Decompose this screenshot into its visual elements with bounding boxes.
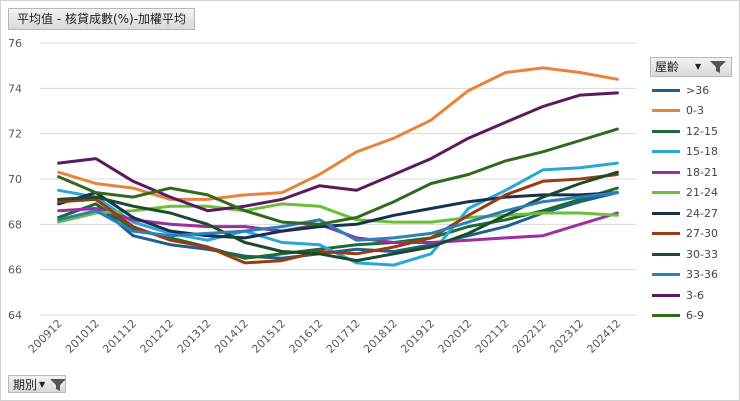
series-line-24-27[interactable] bbox=[57, 191, 619, 240]
legend-item[interactable]: 3-6 bbox=[652, 285, 718, 306]
x-tick-label: 202012 bbox=[436, 317, 475, 356]
legend-label: 33-36 bbox=[686, 268, 718, 282]
x-tick-label: 201812 bbox=[361, 317, 400, 356]
legend-item[interactable]: 15-18 bbox=[652, 142, 718, 163]
chevron-down-icon[interactable]: ▼ bbox=[695, 62, 702, 71]
x-tick-label: 200912 bbox=[26, 317, 65, 356]
legend-label: 15-18 bbox=[686, 145, 718, 159]
y-tick-label: 76 bbox=[8, 37, 22, 50]
legend-item[interactable]: 24-27 bbox=[652, 203, 718, 224]
legend: >36 0-3 12-15 15-18 18-21 21-24 24-27 27-30 30-3… bbox=[652, 80, 718, 326]
x-tick-label: 201312 bbox=[175, 317, 214, 356]
filter-icon[interactable] bbox=[709, 60, 727, 74]
legend-label: 0-3 bbox=[686, 104, 704, 118]
legend-label: 18-21 bbox=[686, 165, 718, 179]
y-tick-label: 68 bbox=[8, 218, 22, 231]
legend-swatch bbox=[652, 170, 680, 174]
legend-item[interactable]: 27-30 bbox=[652, 224, 718, 245]
y-axis: 76 74 72 70 68 66 64 bbox=[8, 37, 22, 322]
legend-item[interactable]: 30-33 bbox=[652, 244, 718, 265]
legend-item[interactable]: >36 bbox=[652, 80, 718, 101]
legend-label: 30-33 bbox=[686, 247, 718, 261]
legend-swatch bbox=[652, 150, 680, 154]
x-tick-label: 201412 bbox=[212, 317, 251, 356]
legend-item[interactable]: 12-15 bbox=[652, 121, 718, 142]
filter-icon[interactable] bbox=[49, 378, 67, 392]
legend-title: 屋齡 bbox=[655, 60, 680, 74]
x-tick-label: 201112 bbox=[100, 317, 139, 356]
legend-label: 12-15 bbox=[686, 124, 718, 138]
series-line-3-6[interactable] bbox=[57, 91, 619, 213]
legend-swatch bbox=[652, 109, 680, 113]
legend-swatch bbox=[652, 252, 680, 256]
x-tick-label: 202112 bbox=[473, 317, 512, 356]
x-tick-label: 201712 bbox=[324, 317, 363, 356]
series-lines bbox=[57, 66, 619, 267]
legend-label: 3-6 bbox=[686, 288, 704, 302]
legend-swatch bbox=[652, 314, 680, 318]
legend-item[interactable]: 18-21 bbox=[652, 162, 718, 183]
legend-field-button[interactable]: 屋齡 ▼ bbox=[650, 57, 732, 77]
x-tick-label: 202212 bbox=[510, 317, 549, 356]
legend-swatch bbox=[652, 273, 680, 277]
legend-label: 21-24 bbox=[686, 186, 718, 200]
chevron-down-icon[interactable]: ▼ bbox=[39, 380, 46, 389]
legend-item[interactable]: 0-3 bbox=[652, 101, 718, 122]
x-tick-label: 202312 bbox=[547, 317, 586, 356]
legend-swatch bbox=[652, 232, 680, 236]
x-tick-label: 201012 bbox=[63, 317, 102, 356]
legend-item[interactable]: 21-24 bbox=[652, 183, 718, 204]
series-line-6-9[interactable] bbox=[57, 127, 619, 226]
legend-swatch bbox=[652, 191, 680, 195]
y-tick-label: 66 bbox=[8, 264, 22, 277]
legend-item[interactable]: 33-36 bbox=[652, 265, 718, 286]
legend-swatch bbox=[652, 293, 680, 297]
y-tick-label: 70 bbox=[8, 173, 22, 186]
x-tick-label: 201512 bbox=[249, 317, 288, 356]
period-field-button[interactable]: 期別 ▼ bbox=[8, 375, 66, 393]
x-axis: 2009122010122011122012122013122014122015… bbox=[26, 317, 624, 356]
legend-label: >36 bbox=[686, 83, 710, 97]
legend-label: 6-9 bbox=[686, 309, 704, 323]
x-tick-label: 201612 bbox=[287, 317, 326, 356]
y-tick-label: 72 bbox=[8, 128, 22, 141]
legend-label: 24-27 bbox=[686, 206, 718, 220]
legend-label: 27-30 bbox=[686, 227, 718, 241]
series-line-12-15[interactable] bbox=[57, 186, 619, 260]
y-tick-label: 64 bbox=[8, 309, 22, 322]
legend-swatch bbox=[652, 88, 680, 92]
y-tick-label: 74 bbox=[8, 82, 22, 95]
series-line-33-36[interactable] bbox=[57, 191, 619, 242]
legend-swatch bbox=[652, 129, 680, 133]
value-field-button[interactable]: 平均值 - 核貸成數(%)-加權平均 bbox=[8, 8, 196, 30]
legend-item[interactable]: 6-9 bbox=[652, 306, 718, 327]
x-tick-label: 201212 bbox=[138, 317, 177, 356]
x-tick-label: 202412 bbox=[585, 317, 624, 356]
period-label: 期別 bbox=[13, 378, 38, 392]
x-tick-label: 201912 bbox=[398, 317, 437, 356]
legend-swatch bbox=[652, 211, 680, 215]
